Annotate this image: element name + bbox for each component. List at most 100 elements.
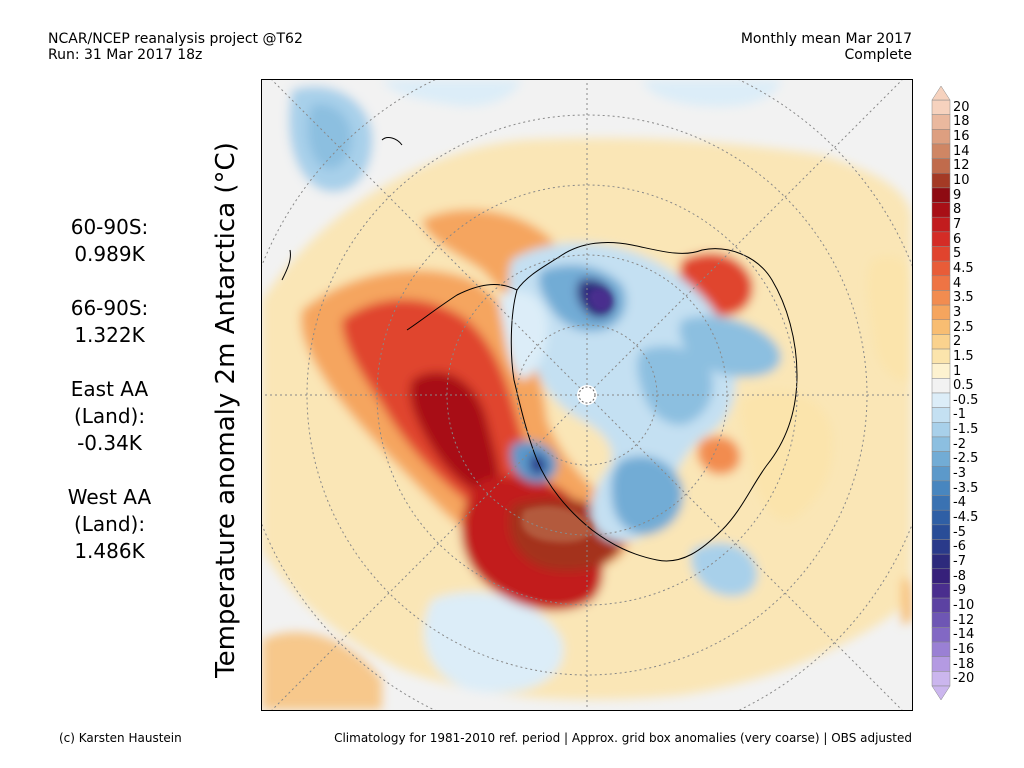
colorbar-tick-label: -7 — [953, 553, 966, 569]
colorbar-tick-label: 8 — [953, 202, 962, 218]
colorbar — [931, 86, 951, 700]
colorbar-tick-label: -0.5 — [953, 392, 979, 408]
header-right: Monthly mean Mar 2017 Complete — [741, 31, 912, 63]
stat-region: East AA — [70, 377, 149, 401]
colorbar-swatch — [931, 422, 951, 438]
colorbar-min-arrow — [931, 685, 951, 700]
colorbar-tick-label: -8 — [953, 568, 966, 584]
stat-region: 66-90S: — [70, 296, 149, 320]
colorbar-tick-label: -5 — [953, 524, 966, 540]
stat-66-90s: 66-90S: 1.322K — [62, 295, 157, 349]
anomaly-map — [261, 79, 913, 711]
colorbar-tick-label: -20 — [953, 671, 975, 687]
copyright: (c) Karsten Haustein — [59, 731, 182, 745]
colorbar-swatch — [931, 480, 951, 496]
colorbar-tick-label: -16 — [953, 641, 975, 657]
stat-region: West AA — [67, 485, 152, 509]
colorbar-tick-label: -9 — [953, 583, 966, 599]
colorbar-tick-label: -1.5 — [953, 422, 979, 438]
colorbar-swatch — [931, 319, 951, 335]
south-pole-marker — [577, 385, 597, 405]
island-coastline — [381, 137, 403, 146]
colorbar-tick-label: 3 — [953, 304, 962, 320]
colorbar-swatch — [931, 173, 951, 189]
colorbar-swatch — [931, 275, 951, 291]
colorbar-swatch — [931, 553, 951, 570]
colorbar-swatch — [931, 451, 951, 467]
colorbar-swatch — [931, 509, 951, 526]
graticule — [262, 80, 912, 710]
colorbar-tick-label: 2.5 — [953, 319, 974, 335]
colorbar-tick-label: -4.5 — [953, 510, 979, 526]
south-america-coastline — [281, 249, 291, 281]
colorbar-swatch — [931, 334, 951, 350]
colorbar-tick-label: -3.5 — [953, 480, 979, 496]
colorbar-tick-label: 10 — [953, 173, 970, 189]
colorbar-swatch — [931, 114, 951, 130]
colorbar-swatch — [931, 392, 951, 408]
map-canvas — [262, 80, 912, 710]
colorbar-tick-label: -2 — [953, 436, 966, 452]
colorbar-swatch — [931, 216, 951, 233]
colorbar-swatch — [931, 260, 951, 277]
colorbar-swatch — [931, 466, 951, 482]
colorbar-swatch — [931, 524, 951, 540]
colorbar-swatch — [931, 436, 951, 452]
colorbar-swatch — [931, 378, 951, 394]
colorbar-swatch — [931, 246, 951, 262]
colorbar-tick-label: -6 — [953, 539, 966, 555]
colorbar-swatch — [931, 597, 951, 613]
colorbar-swatch — [931, 671, 951, 687]
colorbar-tick-label: 16 — [953, 129, 970, 145]
colorbar-tick-label: 1.5 — [953, 348, 974, 364]
colorbar-swatch — [931, 407, 951, 423]
header-left: NCAR/NCEP reanalysis project @T62 Run: 3… — [48, 31, 303, 63]
stat-region: 60-90S: — [70, 215, 149, 239]
colorbar-swatch — [931, 627, 951, 643]
stat-west-aa: West AA (Land): 1.486K — [62, 484, 157, 565]
colorbar-tick-label: -14 — [953, 627, 975, 643]
colorbar-tick-label: 2 — [953, 334, 962, 350]
colorbar-swatch — [931, 99, 951, 115]
colorbar-tick-label: 5 — [953, 246, 962, 262]
colorbar-tick-label: 4 — [953, 275, 962, 291]
footer-note: Climatology for 1981-2010 ref. period | … — [334, 731, 912, 745]
stat-region-sub: (Land): — [73, 512, 146, 536]
colorbar-tick-label: -2.5 — [953, 451, 979, 467]
colorbar-tick-label: 7 — [953, 217, 962, 233]
antarctica-coastline — [510, 241, 798, 562]
colorbar-tick-label: -18 — [953, 656, 975, 672]
stat-value: 1.322K — [74, 323, 145, 347]
colorbar-tick-label: 3.5 — [953, 290, 974, 306]
colorbar-tick-label: -10 — [953, 597, 975, 613]
stat-value: -0.34K — [77, 431, 142, 455]
colorbar-swatch — [931, 583, 951, 599]
colorbar-swatch — [931, 348, 951, 364]
completeness-status: Complete — [844, 47, 912, 63]
colorbar-tick-label: 9 — [953, 187, 962, 203]
colorbar-swatch — [931, 568, 951, 584]
run-time: Run: 31 Mar 2017 18z — [48, 47, 203, 63]
colorbar-swatch — [931, 539, 951, 555]
colorbar-tick-label: -3 — [953, 466, 966, 482]
colorbar-tick-label: 20 — [953, 99, 970, 115]
colorbar-swatch — [931, 202, 951, 218]
colorbar-tick-label: 4.5 — [953, 260, 974, 276]
colorbar-tick-label: 12 — [953, 158, 970, 174]
colorbar-swatch — [931, 231, 951, 247]
colorbar-swatch — [931, 304, 951, 321]
colorbar-swatch — [931, 363, 951, 379]
stat-east-aa: East AA (Land): -0.34K — [62, 376, 157, 457]
colorbar-swatch — [931, 495, 951, 511]
colorbar-tick-label: 18 — [953, 114, 970, 130]
stat-region-sub: (Land): — [73, 404, 146, 428]
colorbar-swatch — [931, 129, 951, 145]
colorbar-tick-label: 6 — [953, 231, 962, 247]
colorbar-swatch — [931, 290, 951, 306]
colorbar-swatch — [931, 612, 951, 628]
colorbar-tick-label: -12 — [953, 612, 975, 628]
colorbar-tick-label: 0.5 — [953, 378, 974, 394]
colorbar-tick-label: -4 — [953, 495, 966, 511]
period-title: Monthly mean Mar 2017 — [740, 31, 912, 47]
map-title: Temperature anomaly 2m Antarctica (°C) — [211, 142, 241, 678]
